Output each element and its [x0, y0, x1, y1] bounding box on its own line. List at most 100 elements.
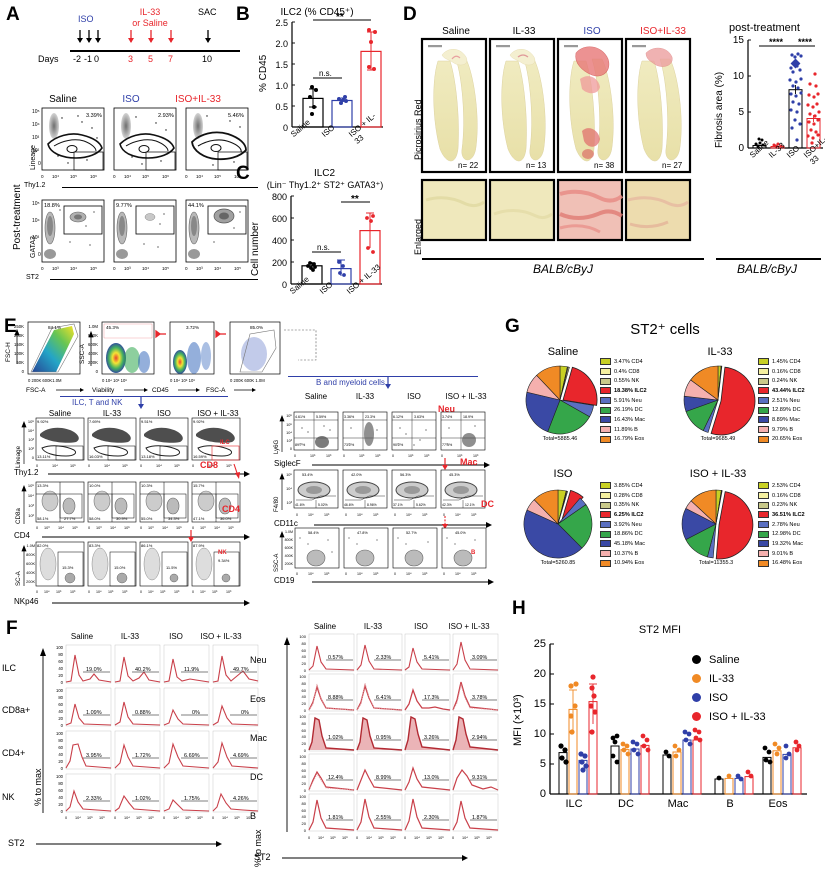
panelG-pie-1 [683, 365, 756, 436]
panelG-pie-0-lbl-6: Mac [634, 416, 646, 423]
legend-swatch-eos [758, 559, 769, 567]
panel-label-e: E [4, 316, 17, 337]
svg-text:10⁴: 10⁴ [110, 526, 116, 530]
panelH-ytick-2: 10 [533, 728, 546, 740]
svg-text:0: 0 [345, 572, 347, 576]
svg-text:42.3%: 42.3% [442, 503, 452, 507]
svg-text:10⁴: 10⁴ [357, 513, 363, 517]
svg-text:13.11%: 13.11% [37, 454, 51, 459]
panelG-title: ST2⁺ cells [630, 321, 700, 338]
legend-swatch-neu [600, 397, 611, 405]
svg-text:1.0M: 1.0M [88, 324, 98, 329]
svg-text:55.0%: 55.0% [141, 516, 153, 521]
svg-text:0 200K 600K 1.0M: 0 200K 600K 1.0M [230, 378, 265, 383]
svg-text:34.3%: 34.3% [168, 516, 180, 521]
panelE-left-row3-xaxis: NKp46 [14, 597, 39, 606]
svg-text:10.0%: 10.0% [89, 483, 101, 488]
svg-text:0: 0 [36, 590, 38, 594]
panelA-row1-ytick-1: 10⁴ [32, 122, 40, 128]
svg-text:400K: 400K [285, 554, 294, 558]
svg-text:10⁶: 10⁶ [424, 454, 430, 458]
timeline-tick-2: 0 [94, 54, 100, 64]
panelG-pie-2-lbl-1: CD8 [631, 492, 643, 499]
svg-text:SSC-A: SSC-A [274, 554, 280, 572]
svg-text:600K: 600K [26, 562, 35, 566]
svg-text:10⁵: 10⁵ [286, 423, 292, 427]
panelG-pie-3-total: Total=11355.3 [698, 560, 734, 566]
svg-text:10⁴: 10⁴ [366, 836, 372, 840]
svg-text:0: 0 [304, 748, 307, 753]
panelF-right-rowlabel-4: B [250, 811, 257, 821]
panelB-ytick-3: 1.5 [275, 60, 288, 70]
svg-text:10⁵: 10⁵ [234, 816, 240, 820]
panelG-pie-0-val-7: 11.89 [614, 426, 628, 433]
svg-text:10⁵: 10⁵ [373, 513, 379, 517]
svg-text:10⁵: 10⁵ [324, 572, 330, 576]
svg-text:20: 20 [58, 673, 63, 678]
svg-text:10³: 10³ [124, 266, 131, 271]
panelH-xtick-4: Eos [768, 798, 788, 810]
svg-text:10⁴: 10⁴ [173, 816, 179, 820]
panelG-pie-0-val-3: 18.38 [614, 387, 628, 394]
svg-text:1.02%: 1.02% [135, 796, 151, 802]
svg-text:40: 40 [302, 654, 307, 659]
panelG-pie-2-lbl-8: Eos [634, 560, 645, 567]
panelG-pie-1-val-3: 43.44 [772, 387, 786, 394]
svg-text:10⁵: 10⁵ [122, 464, 128, 468]
panelA-row2-ytick-2: 10³ [32, 235, 40, 241]
svg-text:60: 60 [58, 702, 63, 707]
panelG-pie-2-val-1: 0.28 [614, 492, 625, 499]
svg-text:10⁵: 10⁵ [426, 836, 432, 840]
svg-text:10⁵: 10⁵ [214, 174, 221, 179]
svg-text:10⁴: 10⁴ [52, 464, 58, 468]
panelG-pie-3-val-0: 2.53 [772, 482, 783, 489]
svg-text:60: 60 [302, 688, 307, 693]
panelF-right-group-3: ISO + IL-33 [448, 622, 490, 631]
legend-swatch-cd4 [758, 358, 769, 366]
panelE-left-row1-xarrow [48, 471, 250, 477]
panelA-row1-xaxis: Thy1.2 [24, 182, 46, 189]
legend-swatch-dc [600, 530, 611, 538]
svg-text:2.33%: 2.33% [376, 655, 391, 661]
svg-text:10⁴: 10⁴ [196, 174, 203, 179]
panelG-pie-2-lbl-7: B [634, 550, 639, 557]
svg-text:10⁵: 10⁵ [174, 464, 180, 468]
timeline-tick-3: 3 [128, 54, 134, 64]
svg-text:10⁵: 10⁵ [408, 454, 414, 458]
svg-text:100: 100 [56, 645, 64, 650]
svg-text:10³: 10³ [44, 526, 50, 530]
svg-text:20: 20 [302, 781, 307, 786]
panelE-left-row-2: CD8a 10⁵ 10⁴ 10³ 10² 13.3% 58.1% 27.7% 10.0… [15, 481, 241, 530]
svg-text:FSC-H: FSC-H [5, 342, 12, 362]
timeline-sac-label: SAC [198, 7, 217, 17]
svg-text:10⁶: 10⁶ [99, 816, 105, 820]
svg-text:90.2%: 90.2% [393, 443, 404, 447]
svg-text:0: 0 [304, 708, 307, 713]
panelD-chart-title: post-treatment [729, 22, 800, 34]
svg-text:2.33%: 2.33% [86, 796, 102, 802]
legend-swatch-cd4 [600, 358, 611, 366]
timeline-iso-label: ISO [78, 14, 94, 24]
legend-swatch-cd8 [758, 368, 769, 376]
legend-swatch-ilc2 [600, 387, 611, 395]
svg-text:**: ** [351, 194, 359, 205]
panelG-pie-2-val-6: 45.18 [614, 540, 628, 547]
svg-text:80: 80 [58, 652, 63, 657]
panelH-xtick-1: DC [618, 798, 634, 810]
svg-text:7.69%: 7.69% [89, 419, 101, 424]
panelF-left-group-0: Saline [70, 632, 94, 641]
svg-text:10³: 10³ [287, 439, 293, 443]
panelG-pie-0-val-8: 16.79 [614, 436, 628, 443]
panelG-pie-2-val-2: 0.35 [614, 502, 625, 509]
panelE-right-row3-xaxis: CD19 [274, 576, 295, 585]
svg-text:8.99%: 8.99% [376, 775, 391, 781]
svg-text:0: 0 [296, 572, 298, 576]
svg-text:60: 60 [58, 788, 63, 793]
panelH-ytick-1: 5 [539, 758, 546, 770]
svg-text:100: 100 [299, 794, 306, 799]
svg-text:10³: 10³ [200, 526, 206, 530]
panelG-pie-2-total: Total=5260.85 [540, 560, 576, 566]
svg-text:2.30%: 2.30% [424, 815, 439, 821]
panelG-pie-3-lbl-3: ILC2 [792, 511, 805, 518]
svg-text:9.77%: 9.77% [116, 203, 132, 209]
